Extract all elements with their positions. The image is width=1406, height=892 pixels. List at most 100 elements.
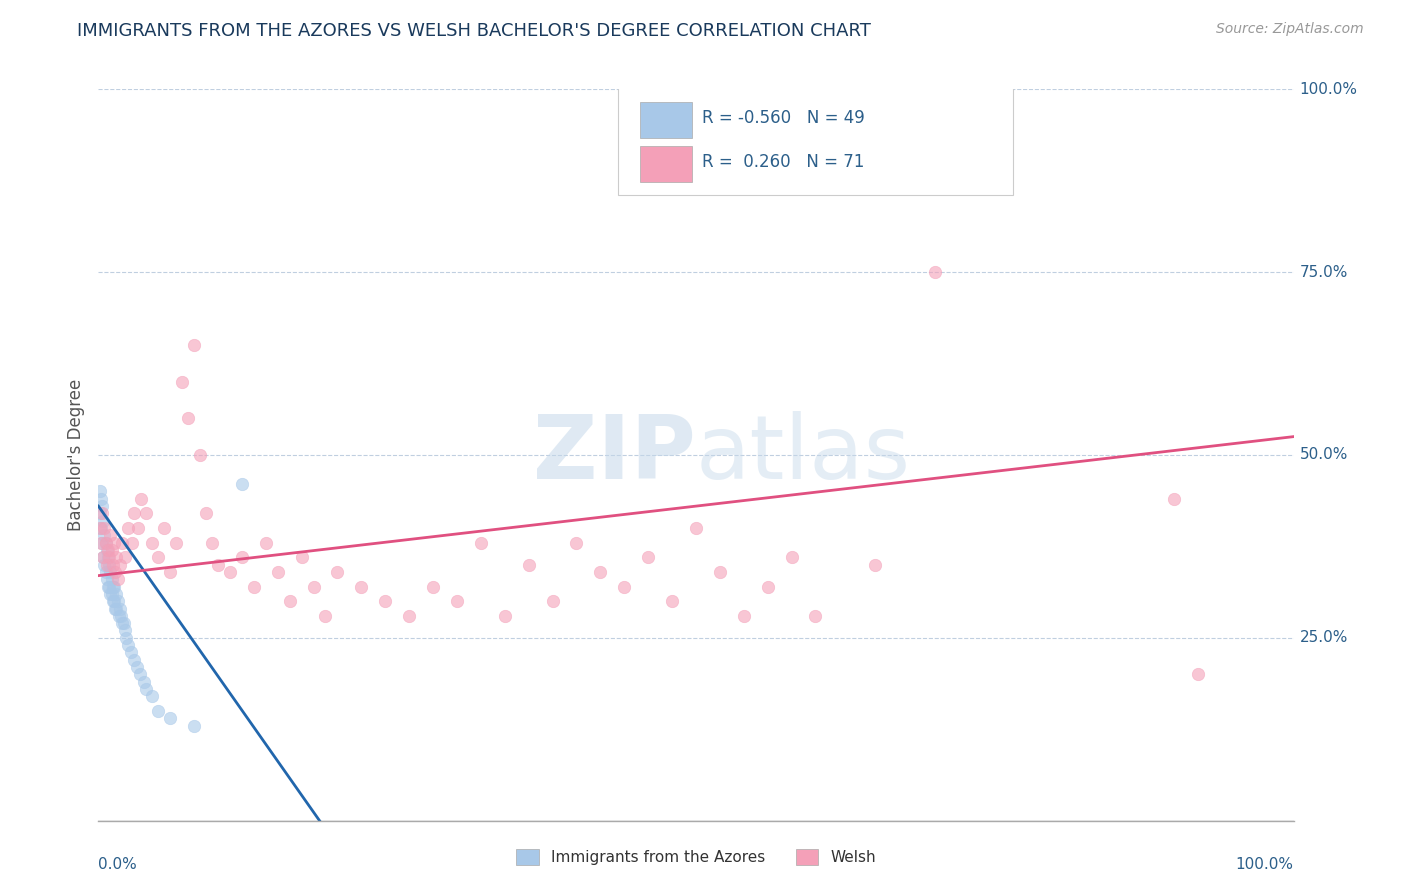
Text: atlas: atlas (696, 411, 911, 499)
Text: ZIP: ZIP (533, 411, 696, 499)
Point (114, 550, 136, 565)
Point (135, 681, 157, 696)
Point (780, 550, 803, 565)
Point (91, 550, 114, 565)
Point (101, 594, 124, 608)
Point (110, 608, 132, 623)
Point (104, 601, 127, 615)
Point (326, 565, 349, 579)
Text: Source: ZipAtlas.com: Source: ZipAtlas.com (1216, 22, 1364, 37)
Point (120, 645, 142, 659)
Point (117, 638, 139, 652)
Point (94, 535, 117, 549)
Point (98, 528, 122, 542)
Legend: Immigrants from the Azores, Welsh: Immigrants from the Azores, Welsh (509, 843, 883, 871)
Point (565, 535, 588, 549)
Point (1187, 667, 1209, 681)
Point (121, 535, 143, 549)
Point (111, 535, 134, 549)
Point (98, 550, 121, 565)
Point (105, 550, 128, 565)
Point (98, 580, 121, 594)
Point (112, 616, 135, 631)
Point (103, 535, 125, 549)
Text: 50.0%: 50.0% (1299, 448, 1348, 462)
FancyBboxPatch shape (640, 103, 692, 138)
Point (661, 594, 683, 608)
Point (153, 521, 176, 535)
Point (374, 594, 396, 608)
Text: 25.0%: 25.0% (1299, 631, 1348, 645)
Point (129, 667, 152, 681)
Point (183, 718, 205, 732)
Point (89, 521, 111, 535)
FancyBboxPatch shape (640, 146, 692, 182)
Point (141, 690, 163, 704)
Point (541, 594, 564, 608)
Point (105, 587, 128, 601)
Point (804, 608, 827, 623)
Text: R = -0.560   N = 49: R = -0.560 N = 49 (702, 110, 865, 128)
Point (124, 507, 146, 521)
Point (124, 653, 146, 667)
Text: R =  0.260   N = 71: R = 0.260 N = 71 (702, 153, 865, 171)
Point (141, 535, 163, 549)
Point (89, 484, 111, 499)
Point (103, 594, 125, 608)
Text: IMMIGRANTS FROM THE AZORES VS WELSH BACHELOR'S DEGREE CORRELATION CHART: IMMIGRANTS FROM THE AZORES VS WELSH BACH… (77, 22, 872, 40)
Point (201, 535, 224, 549)
Point (108, 558, 131, 572)
Point (90, 491, 112, 506)
Point (254, 535, 277, 549)
Point (101, 580, 124, 594)
Point (231, 550, 253, 565)
Point (100, 572, 122, 586)
Point (94, 535, 117, 549)
Point (90, 535, 112, 549)
Point (98, 558, 121, 572)
Point (159, 565, 181, 579)
Point (103, 580, 125, 594)
Point (188, 448, 211, 462)
Point (91, 535, 114, 549)
Point (89, 507, 111, 521)
Point (446, 594, 468, 608)
Point (107, 572, 129, 586)
Point (96, 572, 118, 586)
Point (589, 565, 612, 579)
Point (108, 601, 131, 615)
Point (111, 616, 134, 631)
Point (93, 558, 115, 572)
FancyBboxPatch shape (619, 86, 1012, 195)
Point (865, 558, 887, 572)
Point (1163, 491, 1185, 506)
Point (278, 594, 301, 608)
Point (97, 543, 120, 558)
Point (637, 550, 659, 565)
Point (219, 565, 242, 579)
Point (756, 580, 779, 594)
Point (613, 580, 636, 594)
Point (132, 674, 155, 689)
Point (131, 491, 153, 506)
Point (172, 375, 194, 389)
Point (231, 477, 253, 491)
Point (183, 338, 205, 352)
Point (159, 711, 181, 725)
Point (96, 543, 118, 558)
Point (924, 265, 946, 279)
Point (98, 587, 122, 601)
Point (207, 558, 229, 572)
Point (125, 660, 148, 674)
Point (165, 535, 187, 549)
Point (135, 507, 157, 521)
Point (709, 565, 731, 579)
Text: 0.0%: 0.0% (98, 857, 138, 872)
Point (733, 608, 755, 623)
Point (114, 624, 136, 638)
Point (93, 521, 115, 535)
Point (350, 580, 373, 594)
Point (148, 550, 170, 565)
Point (94, 565, 117, 579)
Point (90, 521, 112, 535)
